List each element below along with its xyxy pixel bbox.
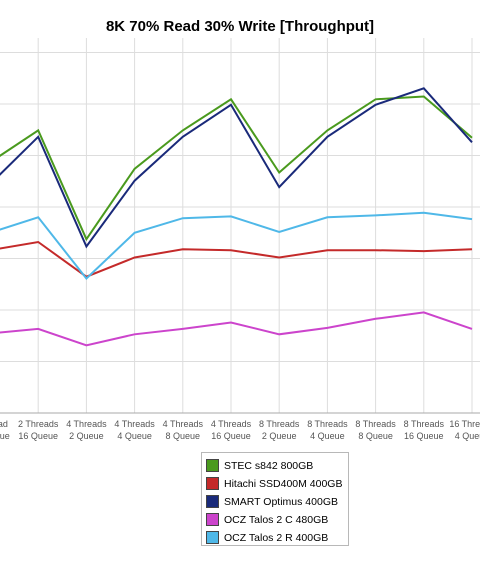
x-tick-label: 8 Threads 8 Queue <box>355 419 396 441</box>
x-tick-label: 4 Threads 4 Queue <box>114 419 155 441</box>
legend-label: Hitachi SSD400M 400GB <box>224 477 343 490</box>
legend-label: STEC s842 800GB <box>224 459 314 472</box>
legend-swatch <box>206 495 219 508</box>
series-line-2 <box>0 87 473 249</box>
legend-swatch <box>206 513 219 526</box>
grid <box>0 38 480 414</box>
legend: STEC s842 800GB Hitachi SSD400M 400GB SMAR… <box>201 452 349 546</box>
x-tick-label: 4 Threads 8 Queue <box>163 419 204 441</box>
series-line-1 <box>0 240 473 278</box>
x-tick-label: 4 Threads 2 Queue <box>66 419 107 441</box>
x-tick-label: 8 Threads 16 Queue <box>404 419 445 441</box>
legend-swatch <box>206 477 219 490</box>
x-tick-label: 1 Thread32 Queue <box>0 419 10 441</box>
legend-item: Hitachi SSD400M 400GB <box>206 475 348 492</box>
series-line-4 <box>0 211 473 280</box>
series-line-3 <box>0 311 473 347</box>
chart-title: 8K 70% Read 30% Write [Throughput] <box>105 18 375 35</box>
x-tick-label: 2 Threads 16 Queue <box>18 419 59 441</box>
legend-swatch <box>206 459 219 472</box>
legend-swatch <box>206 531 219 544</box>
legend-item: SMART Optimus 400GB <box>206 493 348 510</box>
legend-item: STEC s842 800GB <box>206 457 348 474</box>
x-tick-label: 8 Threads 4 Queue <box>307 419 348 441</box>
x-tick-label: 4 Threads 16 Queue <box>211 419 252 441</box>
legend-label: OCZ Talos 2 R 400GB <box>224 531 329 544</box>
x-tick-label: 8 Threads 2 Queue <box>259 419 300 441</box>
legend-item: OCZ Talos 2 C 480GB <box>206 511 348 528</box>
legend-label: OCZ Talos 2 C 480GB <box>224 513 329 526</box>
legend-label: SMART Optimus 400GB <box>224 495 338 508</box>
legend-item: OCZ Talos 2 R 400GB <box>206 529 348 546</box>
